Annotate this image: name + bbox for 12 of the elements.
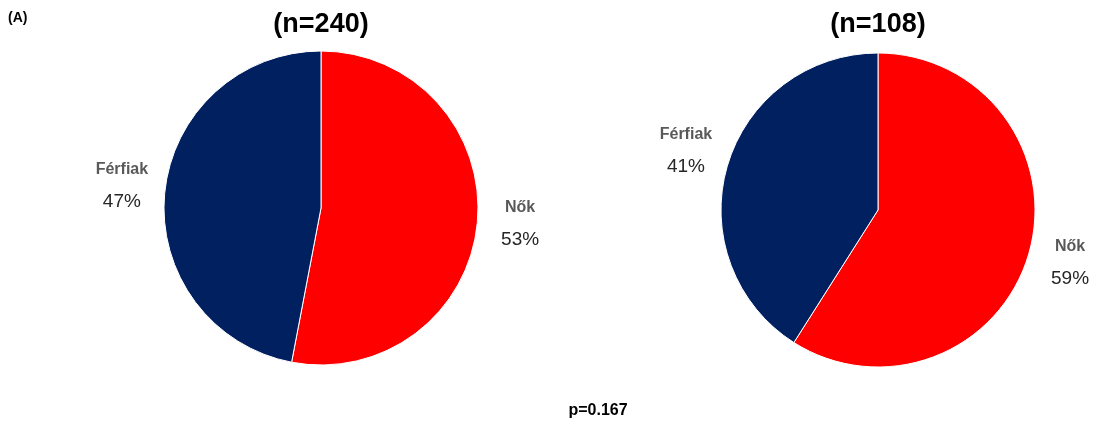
slice-label: Férfiak <box>659 125 713 143</box>
text: (A) <box>8 9 28 25</box>
slice-label: Nők <box>505 197 536 215</box>
data-label: 41% <box>666 155 706 177</box>
slice-label: Nők <box>1054 236 1086 254</box>
data-label: 59% <box>1051 266 1090 288</box>
chart-title: (n=240) <box>273 8 369 38</box>
text: p=0.167 <box>568 401 628 418</box>
data-label: 53% <box>501 227 540 249</box>
slice-label: Férfiak <box>95 160 149 178</box>
data-label: 47% <box>102 190 142 212</box>
chart-title: (n=108) <box>830 8 926 38</box>
